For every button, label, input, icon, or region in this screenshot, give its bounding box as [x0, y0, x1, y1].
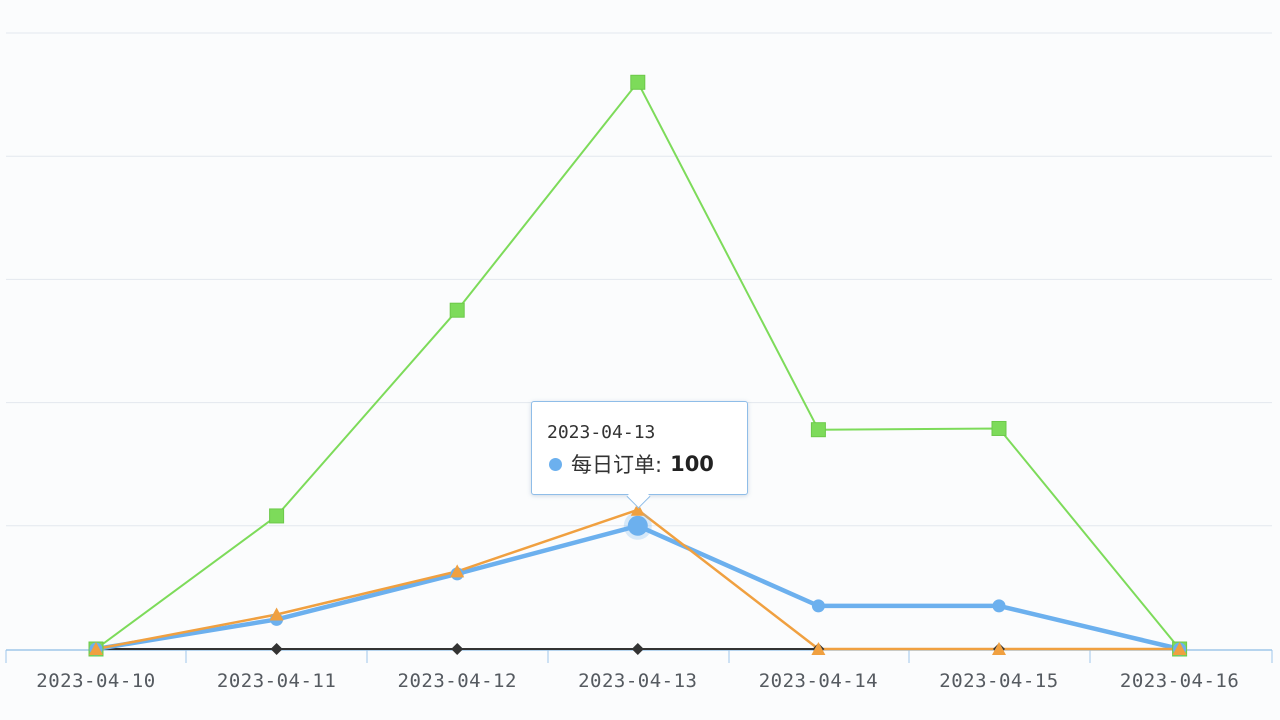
x-tick-label: 2023-04-10 [36, 670, 155, 692]
tooltip-series-name: 每日订单: [571, 453, 663, 477]
x-tick-label: 2023-04-12 [398, 670, 517, 692]
x-axis-band [6, 650, 1272, 718]
tooltip-series-dot [549, 457, 562, 471]
point-circle-hover [627, 515, 648, 536]
point-diamond [451, 643, 464, 655]
point-diamond [631, 643, 644, 655]
tooltip-value: 100 [670, 452, 714, 476]
x-tick-label: 2023-04-15 [939, 670, 1058, 692]
series-line [93, 523, 1182, 652]
point-triangle [450, 564, 465, 578]
point-triangle [811, 642, 826, 655]
point-diamond [270, 643, 283, 655]
x-tick-label: 2023-04-11 [217, 670, 336, 692]
point-circle [811, 599, 825, 613]
point-circle [992, 599, 1006, 613]
x-tick-label: 2023-04-14 [759, 670, 878, 692]
point-triangle [630, 502, 645, 516]
x-tick-label: 2023-04-13 [578, 670, 697, 692]
point-triangle [269, 607, 284, 621]
x-tick-label: 2023-04-16 [1120, 670, 1239, 692]
point-triangle [1172, 642, 1187, 655]
point-triangle [992, 642, 1006, 655]
point-square [991, 420, 1007, 436]
point-triangle [89, 642, 103, 655]
series-line [95, 81, 1181, 650]
tooltip-row: 每日订单: 100 [549, 449, 714, 479]
point-square [810, 422, 826, 438]
chart-tooltip: 2023-04-13 每日订单: 100 [531, 401, 748, 495]
point-square [269, 508, 285, 524]
point-square [630, 74, 646, 90]
point-square [449, 302, 465, 318]
tooltip-date: 2023-04-13 [547, 422, 656, 443]
